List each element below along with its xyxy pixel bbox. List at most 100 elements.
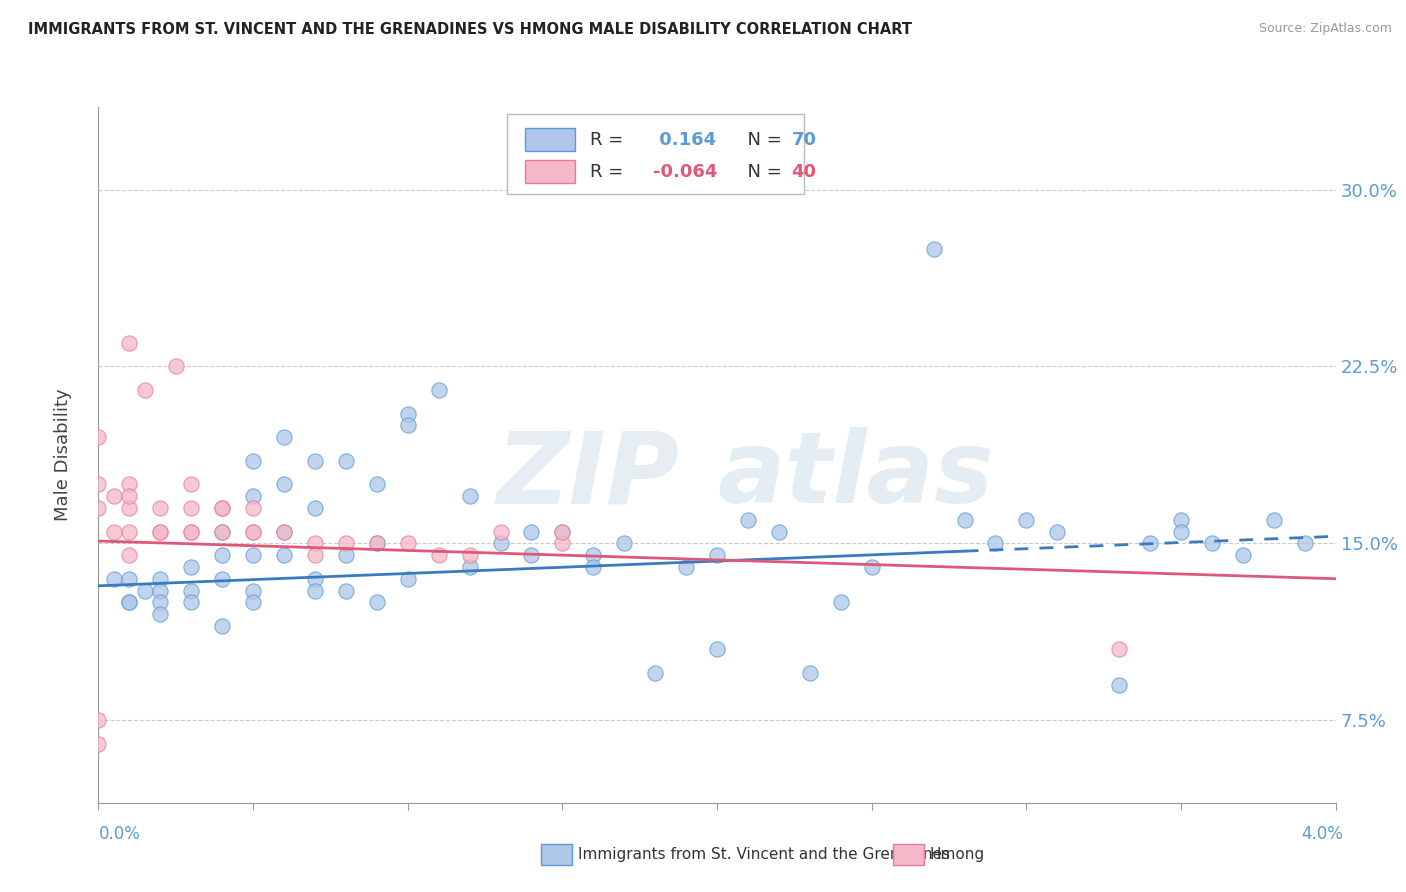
Point — [984, 536, 1007, 550]
Point — [427, 548, 450, 562]
Point — [551, 524, 574, 539]
Point — [149, 607, 172, 621]
Point — [458, 489, 481, 503]
Point — [149, 500, 172, 515]
Point — [396, 418, 419, 433]
Point — [1139, 536, 1161, 550]
Point — [489, 536, 512, 550]
Point — [1170, 513, 1192, 527]
Point — [211, 548, 233, 562]
Point — [87, 713, 110, 727]
Point — [165, 359, 187, 374]
Point — [242, 524, 264, 539]
Point — [768, 524, 790, 539]
Point — [211, 524, 233, 539]
Point — [87, 737, 110, 751]
Point — [613, 536, 636, 550]
Point — [242, 595, 264, 609]
Point — [366, 477, 388, 491]
FancyBboxPatch shape — [506, 114, 804, 194]
Text: 4.0%: 4.0% — [1301, 825, 1343, 843]
Point — [799, 666, 821, 681]
Point — [87, 430, 110, 444]
Point — [582, 548, 605, 562]
Point — [1108, 642, 1130, 657]
Point — [242, 524, 264, 539]
Point — [366, 536, 388, 550]
Point — [396, 536, 419, 550]
Point — [149, 572, 172, 586]
Point — [335, 583, 357, 598]
Point — [551, 536, 574, 550]
Text: R =: R = — [589, 130, 628, 149]
Point — [211, 619, 233, 633]
Point — [335, 536, 357, 550]
Point — [953, 513, 976, 527]
Point — [335, 454, 357, 468]
Point — [134, 383, 156, 397]
Point — [180, 560, 202, 574]
Point — [644, 666, 666, 681]
Point — [180, 524, 202, 539]
Point — [242, 454, 264, 468]
Point — [273, 430, 295, 444]
Point — [1170, 524, 1192, 539]
Point — [180, 500, 202, 515]
Point — [242, 500, 264, 515]
Text: 0.0%: 0.0% — [98, 825, 141, 843]
Point — [242, 548, 264, 562]
Point — [304, 583, 326, 598]
Point — [1015, 513, 1038, 527]
Point — [396, 407, 419, 421]
Point — [922, 242, 945, 256]
Point — [1201, 536, 1223, 550]
Point — [304, 454, 326, 468]
Point — [1046, 524, 1069, 539]
Point — [520, 548, 543, 562]
Point — [87, 500, 110, 515]
Text: R =: R = — [589, 162, 628, 180]
Point — [180, 477, 202, 491]
Text: 70: 70 — [792, 130, 817, 149]
Point — [1232, 548, 1254, 562]
Point — [427, 383, 450, 397]
FancyBboxPatch shape — [526, 161, 575, 183]
Point — [242, 583, 264, 598]
Point — [1108, 678, 1130, 692]
Point — [458, 548, 481, 562]
Point — [118, 572, 141, 586]
Point — [520, 524, 543, 539]
Point — [396, 572, 419, 586]
Point — [706, 642, 728, 657]
Point — [273, 524, 295, 539]
Point — [103, 572, 125, 586]
Text: N =: N = — [735, 130, 787, 149]
Point — [273, 548, 295, 562]
Text: N =: N = — [735, 162, 787, 180]
Text: 0.164: 0.164 — [652, 130, 716, 149]
Point — [211, 572, 233, 586]
Point — [149, 524, 172, 539]
Point — [366, 536, 388, 550]
Text: IMMIGRANTS FROM ST. VINCENT AND THE GRENADINES VS HMONG MALE DISABILITY CORRELAT: IMMIGRANTS FROM ST. VINCENT AND THE GREN… — [28, 22, 912, 37]
Point — [118, 500, 141, 515]
Point — [103, 489, 125, 503]
Point — [335, 548, 357, 562]
Point — [860, 560, 883, 574]
Point — [304, 548, 326, 562]
Point — [87, 477, 110, 491]
Point — [273, 524, 295, 539]
Point — [134, 583, 156, 598]
Text: ZIP: ZIP — [496, 427, 681, 524]
Point — [103, 524, 125, 539]
Point — [242, 489, 264, 503]
Text: Source: ZipAtlas.com: Source: ZipAtlas.com — [1258, 22, 1392, 36]
Text: Hmong: Hmong — [929, 847, 984, 862]
Point — [1294, 536, 1316, 550]
Point — [304, 536, 326, 550]
Point — [211, 500, 233, 515]
Point — [149, 595, 172, 609]
Point — [211, 524, 233, 539]
Point — [830, 595, 852, 609]
Point — [118, 595, 141, 609]
